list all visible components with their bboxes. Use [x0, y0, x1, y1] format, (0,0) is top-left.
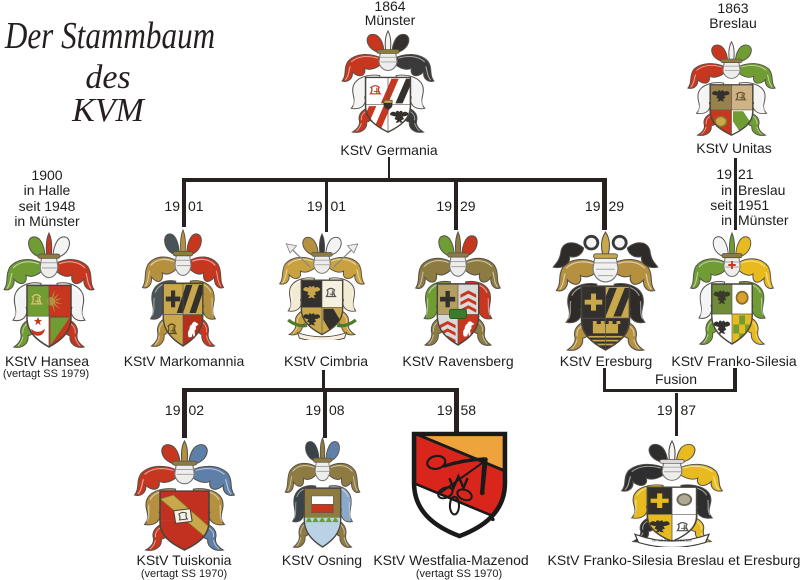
svg-text:in unitate firmitas: in unitate firmitas [652, 537, 692, 543]
